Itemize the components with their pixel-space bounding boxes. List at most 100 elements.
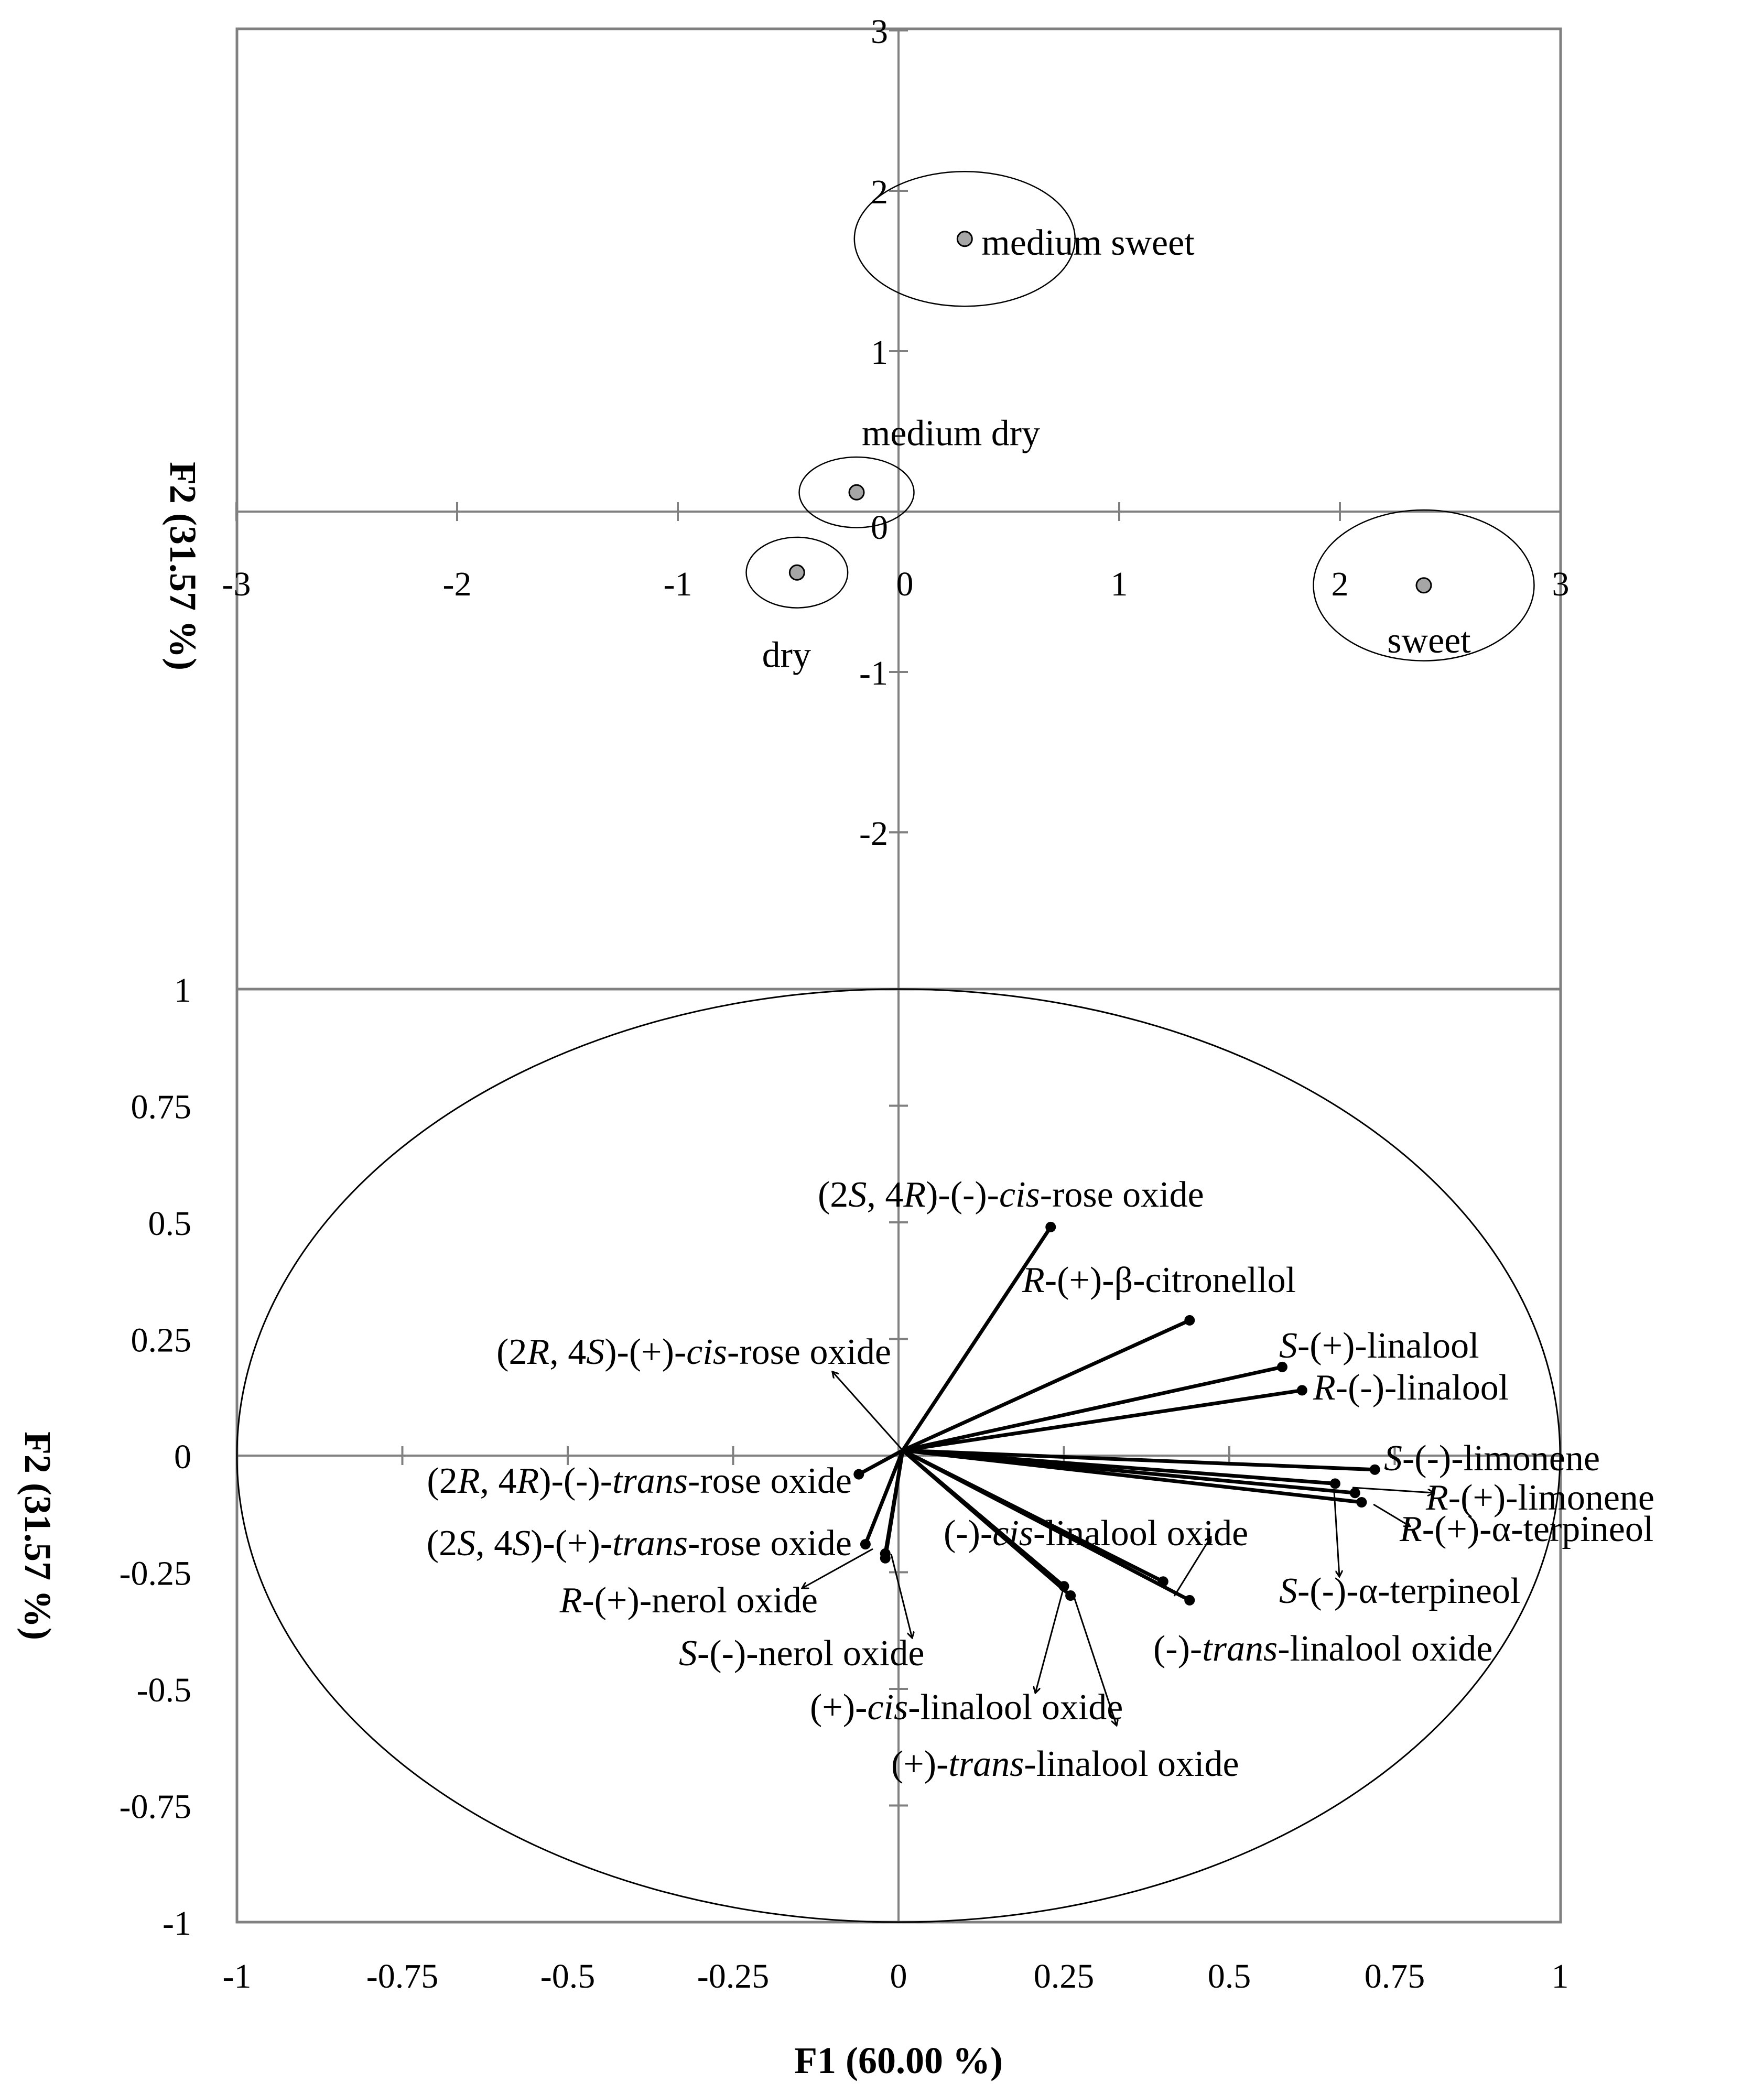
vector-2r-4r-trans-rose-oxide — [853, 1448, 904, 1480]
vector-s-nerol-oxide — [880, 1450, 912, 1638]
top-y-axis-title: F2 (31.57 %) — [162, 462, 204, 670]
observation-point — [1415, 577, 1432, 594]
top-x-tick-label: -1 — [664, 565, 692, 603]
bottom-y-tick-label: 1 — [174, 971, 191, 1010]
vector-tip — [853, 1469, 864, 1480]
label-leader-arrow — [1333, 1491, 1339, 1577]
vector-line — [902, 1448, 1375, 1472]
vector-label: (2R, 4S)-(+)-cis-rose oxide — [496, 1332, 891, 1372]
correlation-circle — [236, 988, 1561, 1923]
top-y-tick-label: 3 — [871, 13, 888, 51]
vector-r-linalool — [902, 1385, 1307, 1452]
bottom-y-tick-label: 0.25 — [131, 1321, 192, 1360]
observation-medium-dry: medium dry — [798, 413, 1040, 528]
observation-dry: dry — [745, 536, 849, 675]
top-x-tick-label: 2 — [1332, 565, 1349, 603]
observation-point — [848, 484, 865, 501]
label-leader-arrow — [890, 1554, 912, 1638]
vector-line — [863, 1449, 905, 1545]
bottom-y-tick-label: -0.5 — [137, 1671, 191, 1709]
vector-label: (-)-cis-linalool oxide — [944, 1513, 1248, 1554]
top-x-tick-label: 0 — [896, 565, 914, 603]
vector-tip — [1369, 1464, 1380, 1475]
bottom-x-tick-label: 1 — [1552, 1957, 1569, 1996]
vector-r-terpineol — [902, 1448, 1410, 1526]
bottom-y-tick-label: 0.75 — [131, 1088, 192, 1126]
bottom-y-tick-label: -0.25 — [120, 1555, 191, 1593]
observation-label: medium dry — [862, 413, 1040, 453]
x-axis-title: F1 (60.00 %) — [794, 2040, 1003, 2081]
top-y-tick-label: -1 — [859, 654, 888, 692]
confidence-ellipse — [853, 171, 1076, 307]
vector-s-terpineol — [902, 1448, 1340, 1577]
bottom-x-tick-label: -1 — [223, 1957, 252, 1996]
vector-label: (+)-cis-linalool oxide — [810, 1687, 1123, 1728]
variables-plot: -1 -0.75 -0.5 -0.25 0 0.25 0.5 0.75 1 -1 -0.75 -0.5… — [17, 971, 1654, 2081]
vector-label: (2R, 4R)-(-)-trans-rose oxide — [427, 1461, 852, 1501]
vector-tip — [1184, 1595, 1195, 1606]
vector-tip — [1276, 1361, 1287, 1372]
observation-point — [788, 564, 805, 581]
vector-label: R-(-)-linalool — [1313, 1368, 1509, 1408]
vector-label: R-(+)-limonene — [1425, 1478, 1654, 1518]
bottom-x-tick-label: -0.5 — [540, 1957, 595, 1996]
vector-label: R-(+)-nerol oxide — [559, 1580, 818, 1621]
top-x-tick-label: -3 — [222, 565, 251, 603]
label-leader-arrow — [802, 1548, 873, 1588]
vector-label: S-(-)-nerol oxide — [679, 1633, 924, 1674]
vector-label: (2S, 4R)-(-)-cis-rose oxide — [818, 1175, 1204, 1215]
bottom-x-tick-label: 0.75 — [1365, 1957, 1425, 1996]
top-y-tick-label: 0 — [871, 508, 888, 547]
bottom-y-tick-label: -1 — [163, 1904, 191, 1943]
vector-label: (+)-trans-linalool oxide — [891, 1744, 1239, 1784]
vector-line — [883, 1450, 905, 1559]
observation-medium-sweet: medium sweet — [853, 171, 1195, 307]
vector-tip — [880, 1553, 891, 1564]
vector-line — [901, 1449, 1072, 1597]
vector-label: R-(+)-β-citronellol — [1022, 1260, 1296, 1300]
observation-label: sweet — [1387, 621, 1471, 661]
vector-arrow — [832, 1372, 904, 1451]
bottom-x-tick-label: -0.25 — [697, 1957, 769, 1996]
vector-tip — [1349, 1488, 1360, 1499]
vector-r-citronellol — [902, 1315, 1195, 1452]
observation-point — [956, 231, 973, 247]
top-x-tick-label: 3 — [1552, 565, 1570, 603]
vector-tip — [1356, 1497, 1367, 1508]
confidence-ellipse — [798, 456, 915, 528]
bottom-y-tick-label: -0.75 — [120, 1788, 191, 1826]
vector-2s-4r-cis-rose-oxide — [901, 1221, 1056, 1451]
vector-line — [902, 1448, 1191, 1602]
label-leader-arrow — [1352, 1487, 1434, 1493]
bottom-y-tick-label: 0.5 — [148, 1205, 192, 1243]
vector-line — [902, 1388, 1303, 1452]
vector-trans-linalool-oxide — [902, 1448, 1195, 1606]
vector-tip — [1045, 1221, 1056, 1232]
vector-2s-4s-trans-rose-oxide — [860, 1449, 905, 1550]
label-leader-arrow — [1035, 1585, 1065, 1693]
vector-line — [902, 1365, 1283, 1452]
label-leader-arrow — [1071, 1590, 1117, 1726]
vector-line — [902, 1448, 1336, 1485]
bottom-x-tick-label: 0.25 — [1034, 1957, 1095, 1996]
vector-line — [902, 1448, 1362, 1504]
bottom-y-axis-title: F2 (31.57 %) — [17, 1432, 59, 1640]
vector-line — [902, 1318, 1191, 1452]
observation-sweet: sweet — [1313, 509, 1535, 661]
confidence-ellipse — [745, 536, 849, 609]
confidence-ellipse — [1313, 509, 1535, 661]
top-x-tick-label: 1 — [1111, 565, 1128, 603]
vector-tip — [1329, 1478, 1340, 1489]
label-leader-arrow — [1373, 1503, 1410, 1526]
bottom-y-tick-label: 0 — [174, 1438, 191, 1476]
vector-tip — [860, 1539, 871, 1550]
vector-label: (2S, 4S)-(+)-trans-rose oxide — [427, 1523, 852, 1564]
vector-s-limonene — [902, 1448, 1380, 1475]
vector-label: (-)-trans-linalool oxide — [1153, 1629, 1492, 1669]
vector-trans-linalool-oxide — [901, 1449, 1117, 1726]
vector-2r-4s-cis-rose-oxide — [832, 1372, 904, 1451]
bottom-x-tick-label: 0.5 — [1208, 1957, 1251, 1996]
vector-label: R-(+)-α-terpineol — [1399, 1509, 1653, 1549]
